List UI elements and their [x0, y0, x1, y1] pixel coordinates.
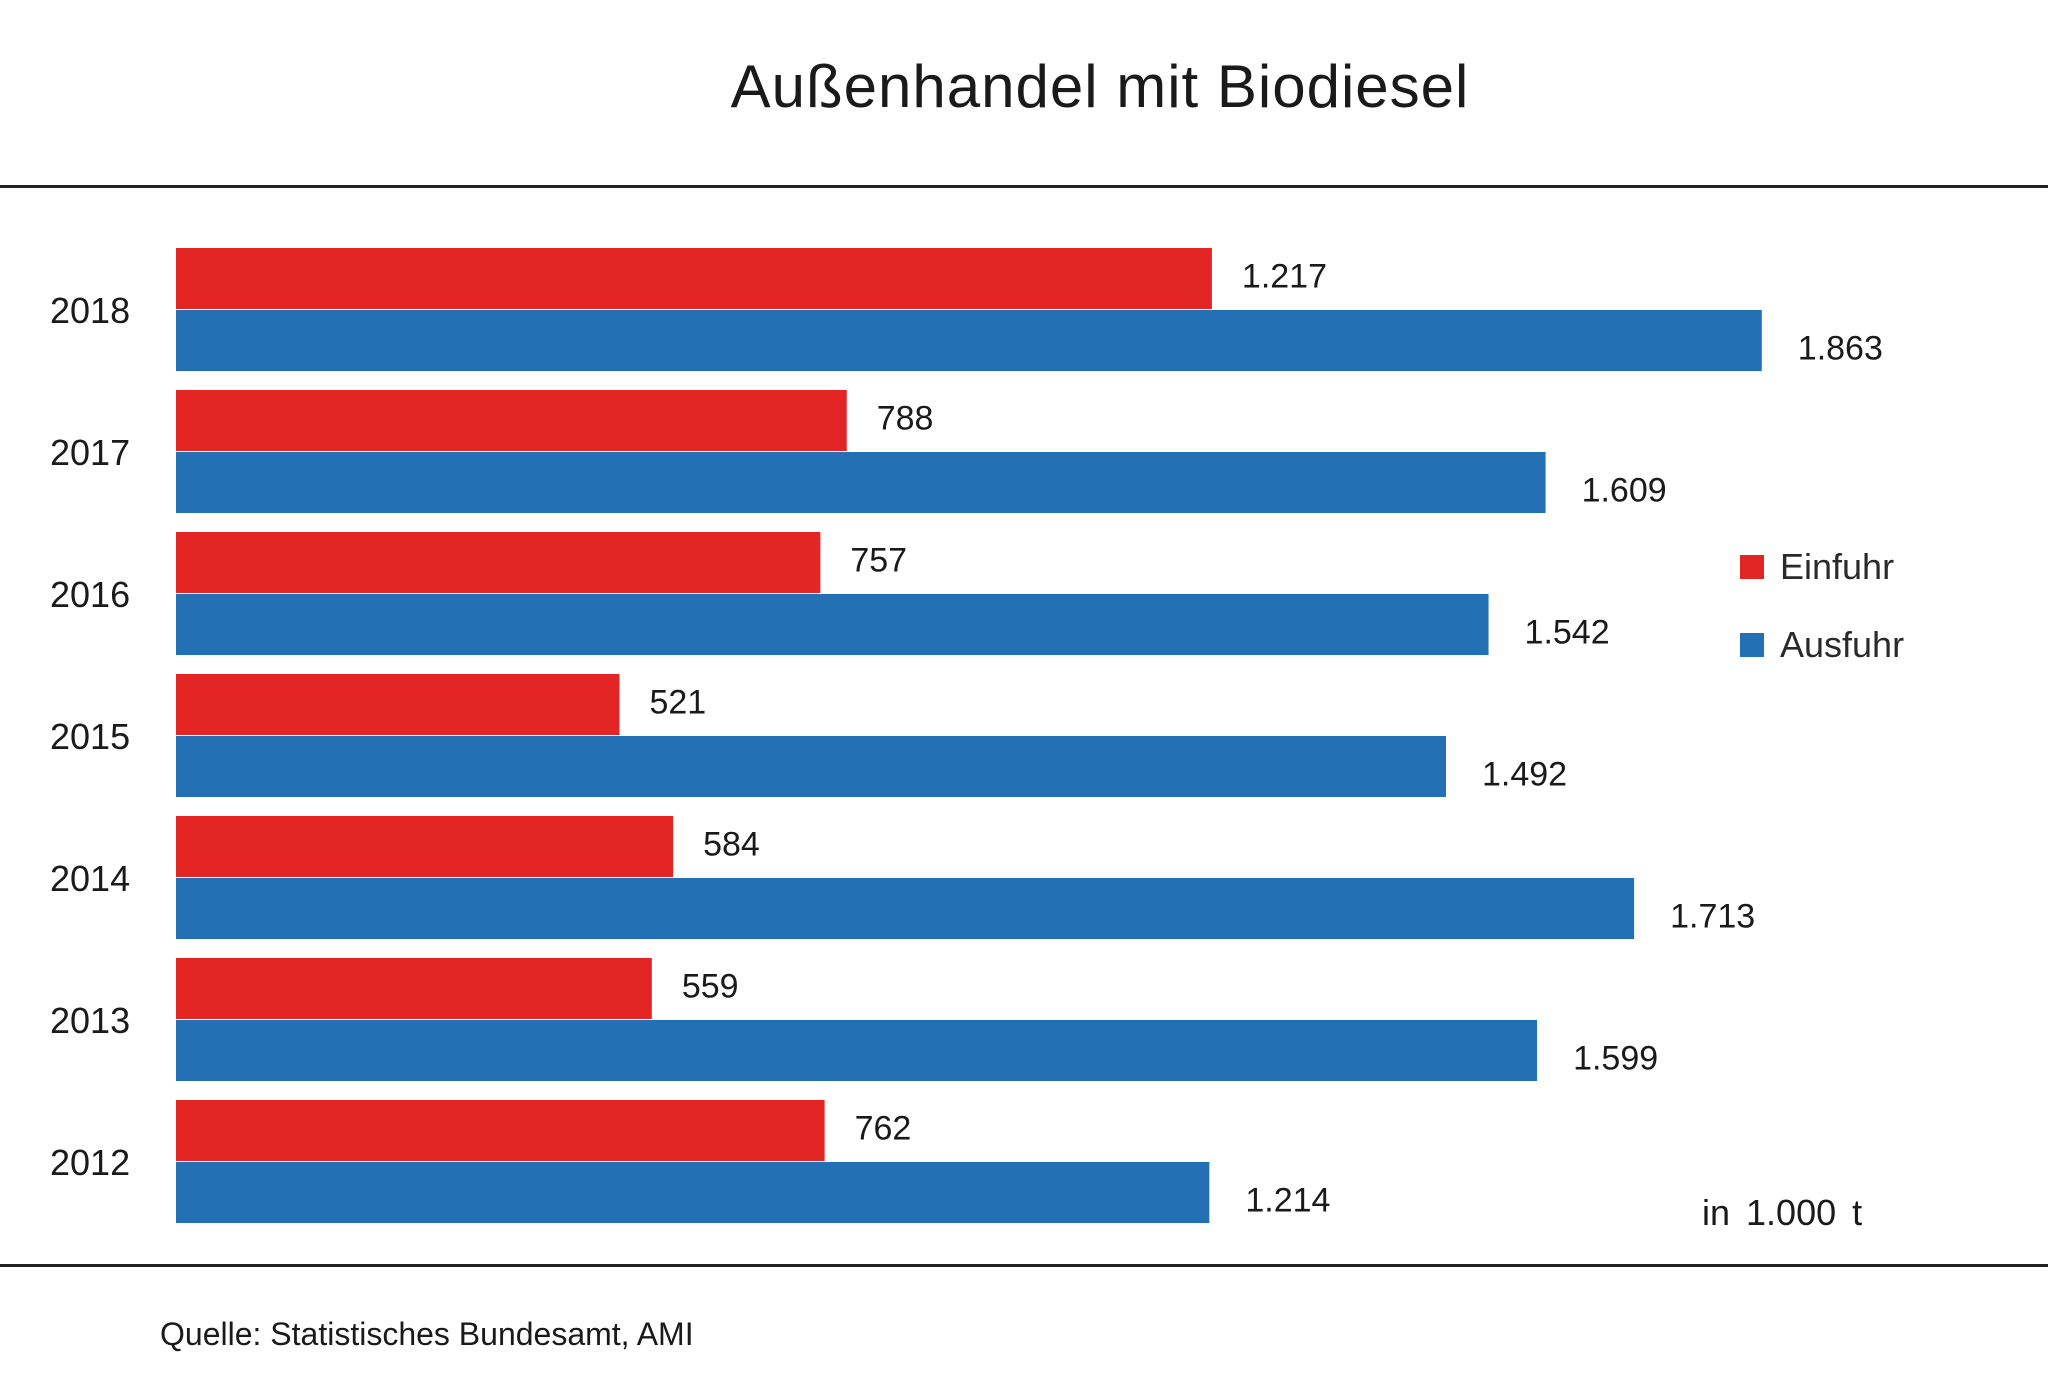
- category-label-2015: 2015: [50, 716, 130, 757]
- bar-ausfuhr-2013: [176, 1020, 1538, 1081]
- bar-ausfuhr-2014: [176, 878, 1635, 939]
- value-label-einfuhr-2014: 584: [703, 826, 760, 864]
- bar-einfuhr-2018: [176, 248, 1212, 309]
- value-label-ausfuhr-2013: 1.599: [1573, 1040, 1658, 1078]
- bar-einfuhr-2012: [176, 1100, 825, 1161]
- value-label-einfuhr-2012: 762: [855, 1110, 912, 1148]
- value-label-einfuhr-2013: 559: [682, 968, 739, 1006]
- legend-item-einfuhr: Einfuhr: [1740, 542, 1904, 592]
- bar-einfuhr-2017: [176, 390, 847, 451]
- legend-label-ausfuhr: Ausfuhr: [1780, 624, 1905, 665]
- value-label-einfuhr-2017: 788: [877, 400, 934, 438]
- value-label-einfuhr-2018: 1.217: [1242, 258, 1327, 296]
- unit-label: in 1.000 t: [1702, 1192, 1863, 1233]
- source-note: Quelle: Statistisches Bundesamt, AMI: [160, 1316, 694, 1352]
- bar-ausfuhr-2016: [176, 594, 1489, 655]
- bar-ausfuhr-2012: [176, 1162, 1210, 1223]
- value-label-ausfuhr-2015: 1.492: [1482, 756, 1567, 794]
- category-label-2014: 2014: [50, 858, 130, 899]
- bar-einfuhr-2013: [176, 958, 652, 1019]
- bar-ausfuhr-2015: [176, 736, 1446, 797]
- value-label-ausfuhr-2012: 1.214: [1245, 1182, 1330, 1220]
- value-label-einfuhr-2016: 757: [850, 542, 907, 580]
- legend: Einfuhr Ausfuhr: [1740, 542, 1904, 698]
- category-label-2013: 2013: [50, 1000, 130, 1041]
- legend-label-einfuhr: Einfuhr: [1780, 546, 1895, 587]
- category-label-2017: 2017: [50, 432, 130, 473]
- legend-swatch-ausfuhr: [1740, 633, 1764, 657]
- category-label-2012: 2012: [50, 1142, 130, 1183]
- value-label-ausfuhr-2016: 1.542: [1525, 614, 1610, 652]
- value-label-ausfuhr-2018: 1.863: [1798, 330, 1883, 368]
- chart-title: Außenhandel mit Biodiesel: [730, 53, 1470, 120]
- value-label-ausfuhr-2017: 1.609: [1582, 472, 1667, 510]
- legend-item-ausfuhr: Ausfuhr: [1740, 620, 1904, 670]
- bar-ausfuhr-2017: [176, 452, 1546, 513]
- bar-einfuhr-2014: [176, 816, 674, 877]
- bottom-divider: [0, 1264, 2048, 1267]
- legend-swatch-einfuhr: [1740, 555, 1764, 579]
- category-label-2016: 2016: [50, 574, 130, 615]
- top-divider: [0, 185, 2048, 188]
- bar-einfuhr-2015: [176, 674, 620, 735]
- bar-einfuhr-2016: [176, 532, 821, 593]
- category-label-2018: 2018: [50, 290, 130, 331]
- bar-ausfuhr-2018: [176, 310, 1762, 371]
- value-label-ausfuhr-2014: 1.713: [1670, 898, 1755, 936]
- value-label-einfuhr-2015: 521: [649, 684, 706, 722]
